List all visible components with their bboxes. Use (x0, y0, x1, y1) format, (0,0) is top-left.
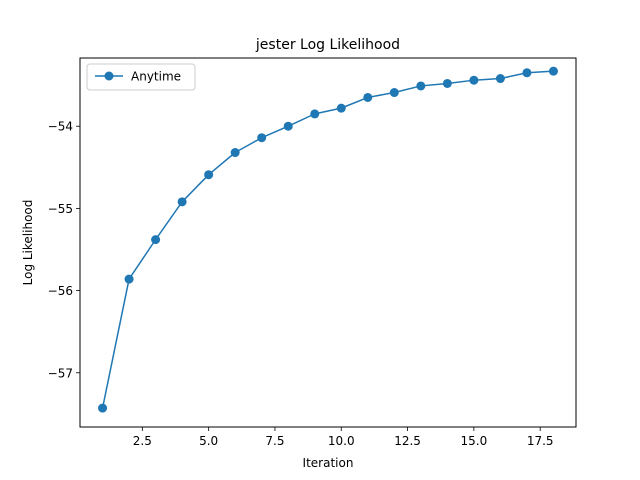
axes-frame (79, 57, 577, 428)
x-tick-label: 10.0 (328, 434, 355, 448)
data-point (548, 66, 558, 76)
data-point (310, 109, 320, 119)
data-point (124, 274, 134, 284)
data-point (336, 103, 346, 113)
data-point (416, 81, 426, 91)
data-point (389, 88, 399, 98)
data-point (522, 68, 532, 78)
data-point (151, 235, 161, 245)
data-point (495, 74, 505, 84)
data-point (469, 75, 479, 85)
data-point (363, 92, 373, 102)
x-axis-label: Iteration (303, 456, 354, 470)
x-tick-label: 12.5 (394, 434, 421, 448)
y-tick-label: −56 (48, 284, 73, 298)
y-tick-label: −57 (48, 366, 73, 380)
x-tick-label: 7.5 (265, 434, 284, 448)
x-tick-label: 2.5 (133, 434, 152, 448)
plot-area (98, 66, 558, 413)
data-point (177, 197, 187, 207)
legend-marker-anytime (104, 71, 114, 81)
y-tick-label: −55 (48, 202, 73, 216)
data-point (442, 78, 452, 88)
x-axis: 2.5 5.0 7.5 10.0 12.5 15.0 17.5 (133, 427, 554, 448)
data-point (204, 170, 214, 180)
legend-box (86, 63, 196, 91)
y-axis-label: Log Likelihood (21, 200, 35, 286)
x-tick-label: 15.0 (461, 434, 488, 448)
y-axis: −57 −56 −55 −54 (48, 120, 80, 380)
x-tick-label: 5.0 (199, 434, 218, 448)
x-tick-label: 17.5 (527, 434, 554, 448)
legend: Anytime (86, 63, 196, 91)
data-point (230, 148, 240, 158)
y-tick-label: −54 (48, 120, 73, 134)
data-point (283, 121, 293, 131)
legend-label-anytime: Anytime (131, 70, 181, 84)
chart-title: jester Log Likelihood (255, 37, 400, 53)
data-point (98, 403, 108, 413)
data-point (257, 133, 267, 143)
